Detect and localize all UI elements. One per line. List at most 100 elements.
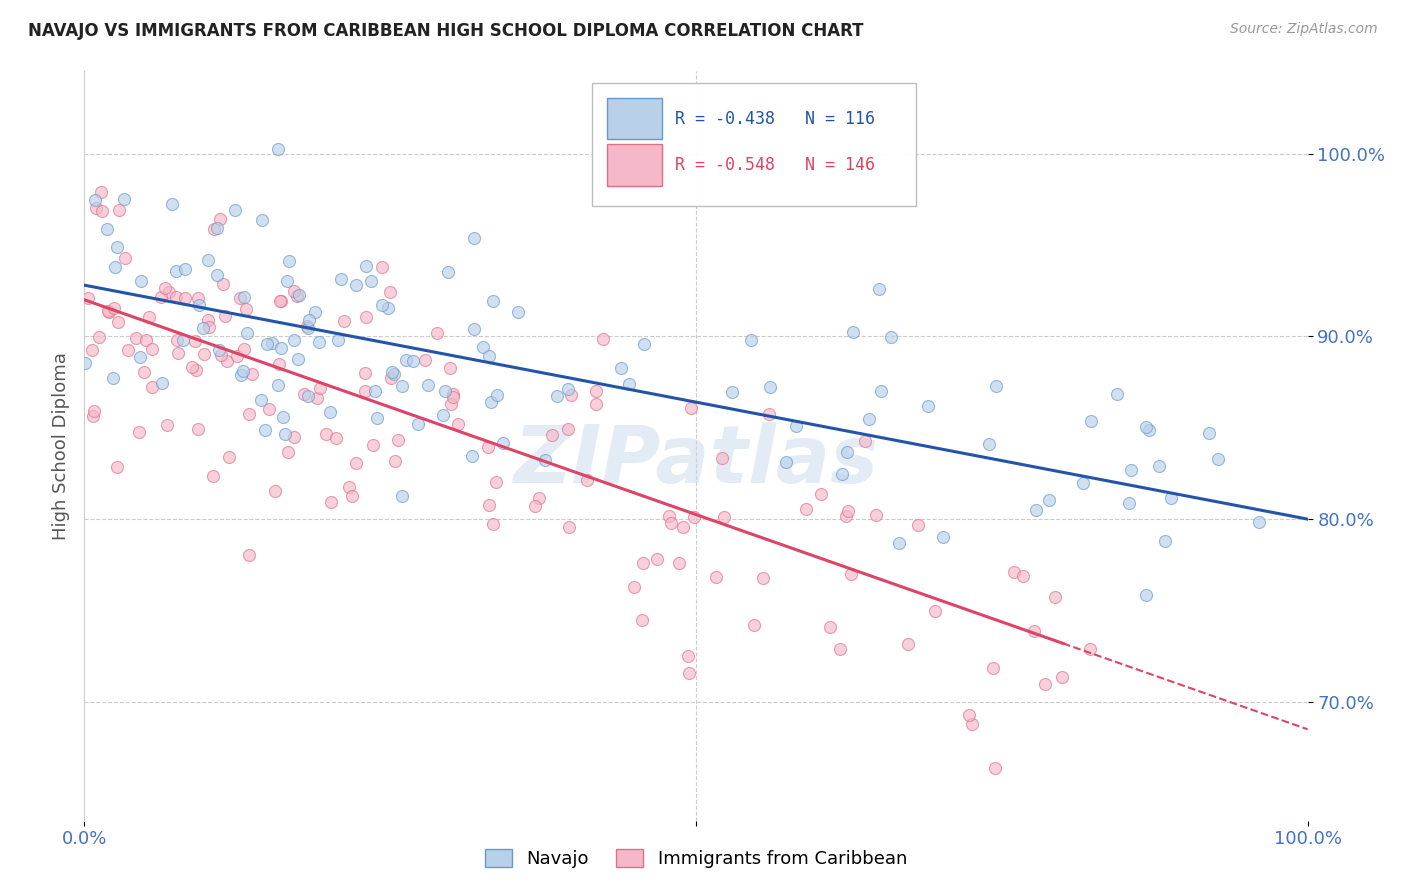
Point (533, 453, 555, 467)
Point (97, 303, 120, 318)
Text: R = -0.438   N = 116: R = -0.438 N = 116 (675, 110, 875, 128)
Point (1038, 492, 1060, 507)
Point (226, 349, 249, 363)
Point (1249, 515, 1271, 529)
Point (155, 418, 177, 433)
Point (1050, 670, 1073, 684)
Point (1118, 496, 1140, 510)
Point (482, 293, 505, 308)
Point (633, 336, 655, 351)
Point (197, 313, 219, 327)
Point (676, 648, 699, 663)
Point (264, 483, 287, 498)
Point (197, 253, 219, 268)
Point (214, 309, 236, 323)
Point (391, 379, 413, 393)
Point (623, 580, 645, 594)
Point (810, 487, 832, 501)
Point (344, 456, 367, 470)
Point (211, 277, 233, 292)
Point (90, 185, 112, 199)
Point (752, 571, 775, 585)
Point (86, 202, 108, 216)
Point (472, 340, 495, 354)
Point (384, 454, 406, 468)
Point (1012, 569, 1035, 583)
Point (333, 314, 356, 328)
Point (880, 329, 903, 343)
Point (240, 367, 263, 381)
Point (188, 298, 211, 312)
Point (619, 376, 641, 391)
Point (107, 202, 129, 217)
Point (865, 508, 887, 522)
Point (633, 557, 655, 571)
Point (165, 290, 187, 304)
Point (309, 381, 332, 395)
Point (304, 304, 326, 318)
Point (924, 604, 946, 618)
Point (432, 408, 454, 422)
Point (440, 397, 463, 411)
Point (380, 370, 402, 384)
Point (141, 380, 163, 394)
Point (704, 570, 727, 584)
Point (232, 343, 254, 357)
Point (305, 392, 328, 406)
Point (257, 401, 280, 416)
Point (96, 221, 118, 235)
Point (841, 325, 863, 339)
Point (134, 365, 156, 379)
Point (160, 197, 183, 211)
Point (721, 384, 744, 399)
Point (441, 386, 464, 401)
Point (124, 331, 146, 345)
Point (101, 371, 124, 385)
Point (112, 192, 135, 206)
Point (107, 315, 129, 329)
Point (209, 212, 232, 227)
Point (165, 264, 187, 278)
Point (354, 384, 377, 399)
Point (277, 444, 299, 458)
Point (218, 450, 240, 464)
Point (858, 411, 880, 425)
Point (193, 347, 215, 361)
Point (381, 365, 404, 379)
Point (647, 551, 669, 566)
Point (308, 334, 330, 349)
Point (157, 285, 180, 300)
Point (1107, 387, 1129, 401)
Point (711, 450, 734, 465)
Point (672, 520, 695, 534)
Point (354, 366, 377, 380)
Point (831, 467, 853, 481)
Point (83, 403, 105, 417)
Point (84, 194, 107, 208)
Point (141, 343, 163, 357)
Point (250, 392, 273, 407)
Point (979, 437, 1001, 451)
Point (1206, 451, 1229, 466)
Point (391, 489, 413, 503)
Point (138, 310, 160, 325)
Point (575, 473, 598, 487)
Point (759, 379, 782, 393)
Point (131, 274, 153, 288)
Point (180, 360, 202, 375)
Point (150, 376, 173, 390)
Point (478, 349, 501, 363)
Point (276, 274, 298, 288)
Point (482, 516, 505, 531)
Point (418, 378, 440, 392)
Point (191, 321, 214, 335)
Point (713, 509, 735, 524)
Point (229, 291, 252, 305)
Point (382, 367, 405, 381)
Point (1135, 420, 1157, 434)
Point (283, 284, 305, 298)
Point (325, 430, 347, 444)
Point (80, 343, 103, 357)
Text: R = -0.548   N = 146: R = -0.548 N = 146 (675, 156, 875, 174)
Point (592, 332, 614, 346)
